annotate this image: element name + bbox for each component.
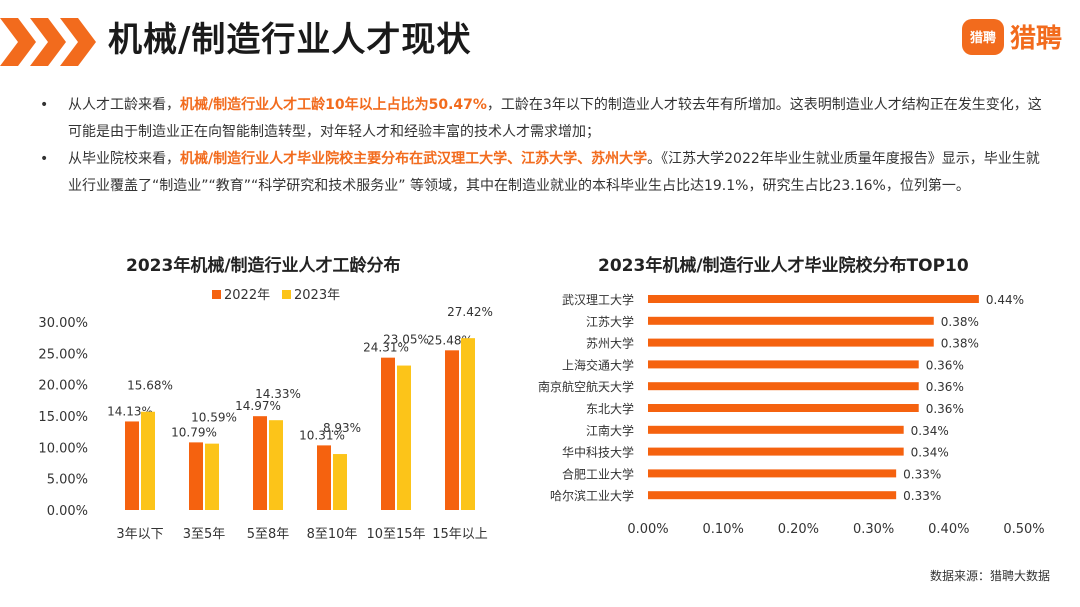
y-tick-label: 15.00%	[38, 410, 88, 425]
liepin-logo-text: 猎聘	[1009, 24, 1062, 54]
data-label-2022年: 10.79%	[171, 425, 217, 439]
category-label: 江苏大学	[586, 314, 634, 329]
bar-上海交通大学	[648, 360, 919, 369]
bar-南京航空航天大学	[648, 382, 919, 391]
schools-bar-chart: 武汉理工大学 0.44% 江苏大学 0.38% 苏州大学 0.38% 上海交通大学 0.36%…	[538, 292, 1045, 537]
bar-2023年-8至10年	[333, 454, 347, 510]
bar-2022年-5至8年	[253, 416, 267, 510]
data-label: 0.33%	[903, 467, 941, 481]
category-label: 上海交通大学	[562, 357, 634, 372]
legend-swatch-2022年	[212, 290, 221, 299]
data-label: 0.34%	[911, 446, 949, 460]
bullet-pre: 从人才工龄来看，	[68, 97, 180, 113]
page-title: 机械/制造行业人才现状	[108, 20, 472, 60]
bar-江南大学	[648, 425, 904, 434]
x-tick-label: 10至15年	[366, 527, 425, 542]
bar-2022年-10至15年	[381, 357, 395, 510]
y-tick-label: 20.00%	[38, 379, 88, 394]
liepin-logo-icon: 猎聘	[961, 18, 1004, 55]
category-label: 哈尔滨工业大学	[550, 488, 634, 503]
data-label-2022年: 14.97%	[235, 399, 281, 413]
data-label: 0.33%	[903, 489, 941, 503]
bar-武汉理工大学	[648, 295, 979, 303]
legend-label-2022年: 2022年	[224, 288, 270, 303]
bar-东北大学	[648, 404, 919, 412]
bullet-post: ，工龄在3年以下的制造业人才较去年有所增加。这表明制造业人才结构正在发生变化，这…	[68, 97, 1042, 140]
x-tick-label: 8至10年	[307, 527, 358, 542]
bar-2023年-15年以上	[461, 338, 475, 510]
bar-2023年-3至5年	[205, 443, 219, 510]
bar-2023年-3年以下	[141, 411, 155, 510]
bar-合肥工业大学	[648, 469, 897, 478]
x-tick-label: 0.00%	[627, 522, 668, 537]
y-tick-label: 25.00%	[38, 347, 88, 362]
y-tick-label: 30.00%	[38, 316, 88, 331]
category-label: 苏州大学	[586, 336, 634, 351]
data-label-2023年: 15.68%	[127, 379, 173, 393]
data-label-2023年: 27.42%	[447, 305, 493, 319]
bullet-highlight: 机械/制造行业人才工龄10年以上占比为50.47%	[180, 97, 487, 113]
bar-2022年-15年以上	[445, 350, 459, 510]
bar-哈尔滨工业大学	[648, 491, 897, 500]
bullet-school: • 从毕业院校来看，机械/制造行业人才毕业院校主要分布在武汉理工大学、江苏大学、苏…	[40, 146, 1050, 200]
x-tick-label: 15年以上	[432, 527, 488, 542]
x-tick-label: 0.30%	[853, 522, 894, 537]
x-tick-label: 0.20%	[778, 522, 819, 537]
category-label: 南京航空航天大学	[538, 379, 634, 394]
category-label: 华中科技大学	[562, 445, 634, 460]
bullet-dot: •	[40, 151, 49, 167]
data-label: 0.44%	[986, 293, 1024, 307]
bar-2023年-5至8年	[269, 420, 283, 510]
chart-title-schools: 2023年机械/制造行业人才毕业院校分布TOP10	[598, 256, 969, 276]
y-tick-label: 5.00%	[47, 473, 88, 488]
data-label-2022年: 10.31%	[299, 428, 345, 442]
category-label: 江南大学	[586, 423, 634, 438]
data-label: 0.38%	[941, 337, 979, 351]
bullet-work-age: • 从人才工龄来看，机械/制造行业人才工龄10年以上占比为50.47%，工龄在3年…	[40, 92, 1050, 146]
x-tick-label: 0.10%	[703, 522, 744, 537]
bar-苏州大学	[648, 338, 934, 347]
bar-江苏大学	[648, 316, 934, 325]
category-label: 东北大学	[586, 401, 634, 416]
data-label-2023年: 14.33%	[255, 387, 301, 401]
x-tick-label: 3至5年	[183, 527, 226, 542]
y-tick-label: 10.00%	[38, 441, 88, 456]
bullet-dot: •	[40, 97, 49, 113]
data-label-2023年: 23.05%	[383, 333, 429, 347]
work-age-bar-chart: 2022年 2023年 0.00% 5.00% 10.00% 15.00% 20.00% 25…	[38, 288, 493, 542]
chevron-arrows-icon	[0, 18, 96, 66]
y-tick-label: 0.00%	[47, 504, 88, 519]
x-tick-label: 0.40%	[928, 522, 969, 537]
x-tick-label: 5至8年	[247, 527, 290, 542]
bar-2023年-10至15年	[397, 365, 411, 510]
data-label: 0.34%	[911, 424, 949, 438]
bar-2022年-3至5年	[189, 442, 203, 510]
data-label-2023年: 10.59%	[191, 411, 237, 425]
bar-华中科技大学	[648, 447, 904, 456]
data-source: 数据来源：猎聘大数据	[929, 569, 1050, 583]
summary-bullets: • 从人才工龄来看，机械/制造行业人才工龄10年以上占比为50.47%，工龄在3年…	[40, 92, 1050, 200]
legend-swatch-2023年	[282, 290, 291, 299]
data-label: 0.36%	[926, 358, 964, 372]
category-label: 武汉理工大学	[562, 292, 634, 307]
bullet-post: 。《江苏大学2022年毕业生就业质量年度报告》显示，毕业生就业行业覆盖了“制造业…	[68, 151, 1040, 194]
data-label: 0.36%	[926, 380, 964, 394]
x-tick-label: 3年以下	[116, 527, 163, 542]
data-label: 0.38%	[941, 315, 979, 329]
chart-title-work-age: 2023年机械/制造行业人才工龄分布	[126, 256, 401, 276]
legend-label-2023年: 2023年	[294, 288, 340, 303]
bullet-pre: 从毕业院校来看，	[68, 151, 180, 167]
x-tick-label: 0.50%	[1003, 522, 1044, 537]
liepin-logo: 猎聘 猎聘	[961, 18, 1062, 55]
data-label-2023年: 8.93%	[323, 421, 361, 435]
bar-2022年-3年以下	[125, 421, 139, 510]
category-label: 合肥工业大学	[562, 466, 634, 481]
data-label-2022年: 24.31%	[363, 341, 409, 355]
bar-2022年-8至10年	[317, 445, 331, 510]
data-label: 0.36%	[926, 402, 964, 416]
bullet-highlight: 机械/制造行业人才毕业院校主要分布在武汉理工大学、江苏大学、苏州大学	[180, 151, 648, 167]
